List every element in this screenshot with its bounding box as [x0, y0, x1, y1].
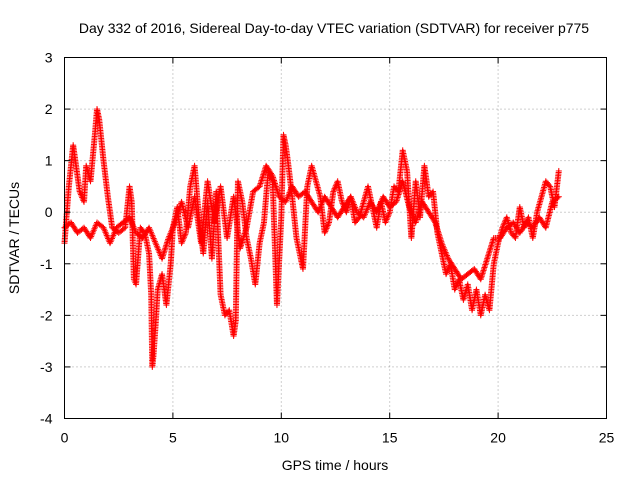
- data-point: [179, 237, 186, 244]
- x-axis-label: GPS time / hours: [282, 457, 389, 473]
- x-tick-label: 15: [382, 430, 398, 446]
- y-tick-label: -2: [40, 307, 53, 323]
- data-point: [120, 225, 127, 232]
- data-point: [76, 188, 83, 195]
- y-tick-label: 3: [45, 50, 53, 66]
- data-point: [179, 238, 186, 245]
- y-tick-label: -3: [40, 359, 53, 375]
- data-point: [182, 231, 189, 238]
- y-tick-label: 0: [45, 204, 53, 220]
- data-point: [77, 190, 84, 197]
- x-tick-label: 5: [169, 430, 177, 446]
- tick-labels: 0 5 10 15 20 25 -4 -3 -2 -1 0 1 2 3: [40, 50, 614, 446]
- y-tick-label: 2: [45, 101, 53, 117]
- y-tick-label: 1: [45, 153, 53, 169]
- y-tick-label: -4: [40, 411, 53, 427]
- data-point: [555, 167, 562, 174]
- chart-title: Day 332 of 2016, Sidereal Day-to-day VTE…: [79, 20, 589, 36]
- data-point: [181, 234, 188, 241]
- data-point: [180, 235, 187, 242]
- x-tick-label: 25: [599, 430, 615, 446]
- y-axis-label: SDTVAR / TECUs: [6, 182, 22, 294]
- x-tick-label: 20: [490, 430, 506, 446]
- data-point: [178, 240, 185, 247]
- data-points: [61, 106, 562, 370]
- x-tick-label: 10: [274, 430, 290, 446]
- x-tick-label: 0: [61, 430, 69, 446]
- data-point: [181, 232, 188, 239]
- y-tick-label: -1: [40, 256, 53, 272]
